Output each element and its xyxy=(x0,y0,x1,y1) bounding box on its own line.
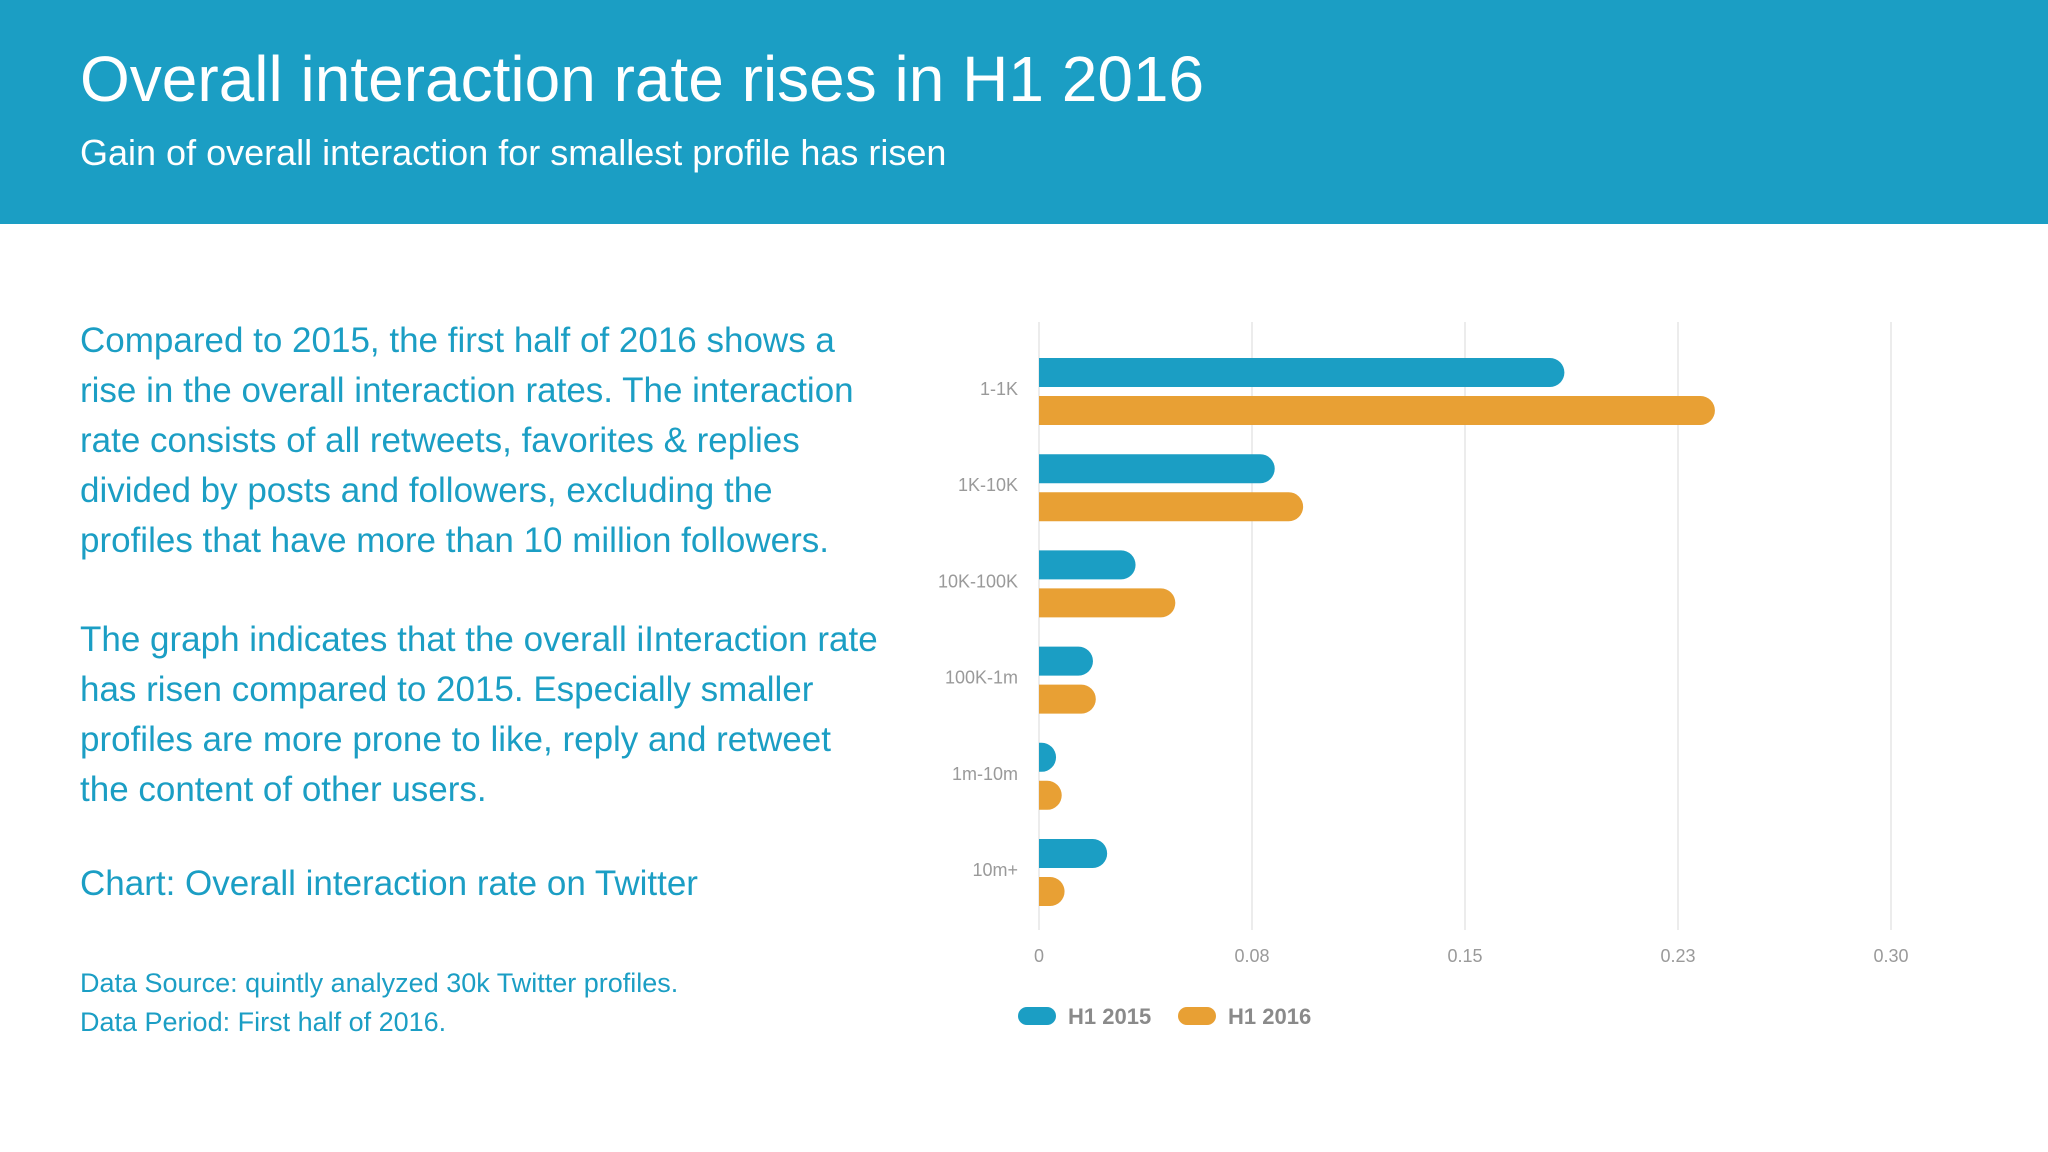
x-tick-label-3: 0.23 xyxy=(1660,946,1695,966)
chart-labels: 0 0.08 0.15 0.23 0.30 1-1K 1K-10K 10K-100K 100K-… xyxy=(938,379,1909,966)
legend-label-1: H1 2016 xyxy=(1228,1004,1311,1029)
bar-1k-10k-h1-2015 xyxy=(1039,454,1275,484)
category-label-2: 10K-100K xyxy=(938,571,1018,591)
page-title: Overall interaction rate rises in H1 201… xyxy=(80,43,1205,115)
x-tick-label-1: 0.08 xyxy=(1234,946,1269,966)
header-banner: Overall interaction rate rises in H1 201… xyxy=(0,0,2048,224)
x-tick-label-0: 0 xyxy=(1034,946,1044,966)
bar-1-1k-h1-2015 xyxy=(1039,358,1565,387)
bar-10k-100k-h1-2015 xyxy=(1039,550,1136,580)
description-paragraph-2: The graph indicates that the overall iIn… xyxy=(80,620,878,809)
x-tick-label-4: 0.30 xyxy=(1873,946,1908,966)
category-label-5: 10m+ xyxy=(972,860,1018,880)
bar-10m--h1-2016 xyxy=(1039,877,1065,906)
description-paragraph-1: Compared to 2015, the first half of 2016… xyxy=(80,321,854,560)
page-subtitle: Gain of overall interaction for smallest… xyxy=(80,132,947,173)
chart-legend: H1 2015 H1 2016 xyxy=(1018,1004,1311,1029)
x-tick-label-2: 0.15 xyxy=(1447,946,1482,966)
bar-1m-10m-h1-2015 xyxy=(1039,742,1057,772)
bar-1k-10k-h1-2016 xyxy=(1039,492,1304,522)
data-period-note: Data Period: First half of 2016. xyxy=(80,1007,447,1037)
bar-10k-100k-h1-2016 xyxy=(1039,588,1176,618)
bar-100k-1m-h1-2016 xyxy=(1039,684,1096,714)
bar-1m-10m-h1-2016 xyxy=(1039,780,1062,810)
category-label-1: 1K-10K xyxy=(958,475,1018,495)
bar-100k-1m-h1-2015 xyxy=(1039,646,1093,676)
data-source-note: Data Source: quintly analyzed 30k Twitte… xyxy=(80,968,679,998)
category-label-0: 1-1K xyxy=(980,379,1018,399)
category-label-4: 1m-10m xyxy=(952,764,1018,784)
legend-swatch-0 xyxy=(1018,1007,1056,1025)
legend-label-0: H1 2015 xyxy=(1068,1004,1151,1029)
bar-10m--h1-2015 xyxy=(1039,839,1108,868)
bar-1-1k-h1-2016 xyxy=(1039,396,1715,425)
legend-swatch-1 xyxy=(1178,1007,1216,1025)
chart-bars xyxy=(1039,358,1715,906)
chart-caption: Chart: Overall interaction rate on Twitt… xyxy=(80,864,698,903)
category-label-3: 100K-1m xyxy=(945,668,1018,688)
